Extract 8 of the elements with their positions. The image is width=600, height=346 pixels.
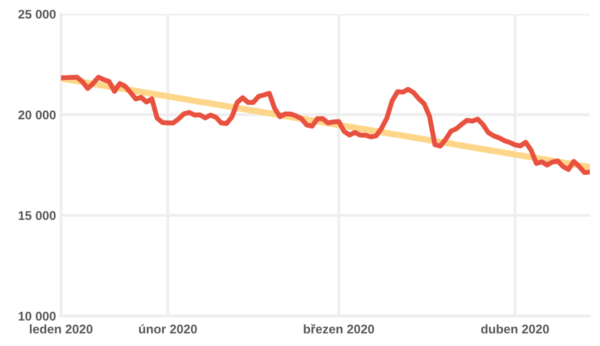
x-tick-label: březen 2020 (304, 324, 374, 334)
x-tick-label: únor 2020 (139, 324, 197, 334)
y-tick-label: 10 000 (18, 312, 56, 321)
x-tick-label: leden 2020 (30, 324, 92, 334)
y-tick-label: 20 000 (18, 110, 56, 120)
y-tick-label: 25 000 (18, 10, 56, 19)
x-tick-label: duben 2020 (481, 324, 549, 334)
y-tick-label: 15 000 (18, 211, 56, 220)
